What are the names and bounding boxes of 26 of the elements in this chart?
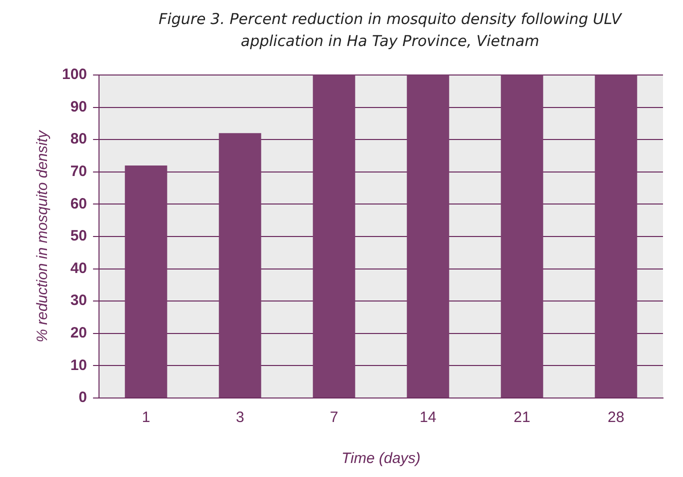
- x-axis-title: Time (days): [341, 450, 421, 468]
- x-tick-label: 7: [330, 409, 338, 426]
- y-tick-label: 10: [70, 356, 88, 374]
- bar: [218, 133, 262, 398]
- bar: [406, 75, 450, 398]
- x-tick-label: 28: [608, 409, 624, 426]
- y-tick-label: 60: [70, 195, 88, 212]
- y-tick-label: 40: [70, 260, 88, 277]
- x-tick-label: 21: [514, 409, 530, 426]
- bar: [500, 75, 544, 398]
- y-tick-label: 100: [62, 66, 88, 84]
- bar: [312, 75, 356, 398]
- y-tick-label: 80: [70, 130, 88, 148]
- x-tick-label: 3: [236, 409, 244, 426]
- bar: [124, 165, 168, 398]
- y-tick-label: 30: [70, 292, 88, 310]
- y-tick-label: 50: [70, 228, 88, 245]
- y-axis-title: % reduction in mosquito density: [34, 129, 52, 342]
- y-tick-label: 0: [78, 389, 88, 406]
- y-tick-label: 70: [70, 163, 88, 180]
- bar: [594, 75, 638, 398]
- x-tick-label: 14: [420, 409, 436, 426]
- chart-title: Figure 3. Percent reduction in mosquito density following ULV application in Ha Tay Province, Vietnam: [158, 9, 624, 52]
- y-tick-label: 90: [70, 98, 88, 116]
- x-tick-label: 1: [142, 409, 150, 426]
- y-tick-label: 20: [70, 324, 88, 342]
